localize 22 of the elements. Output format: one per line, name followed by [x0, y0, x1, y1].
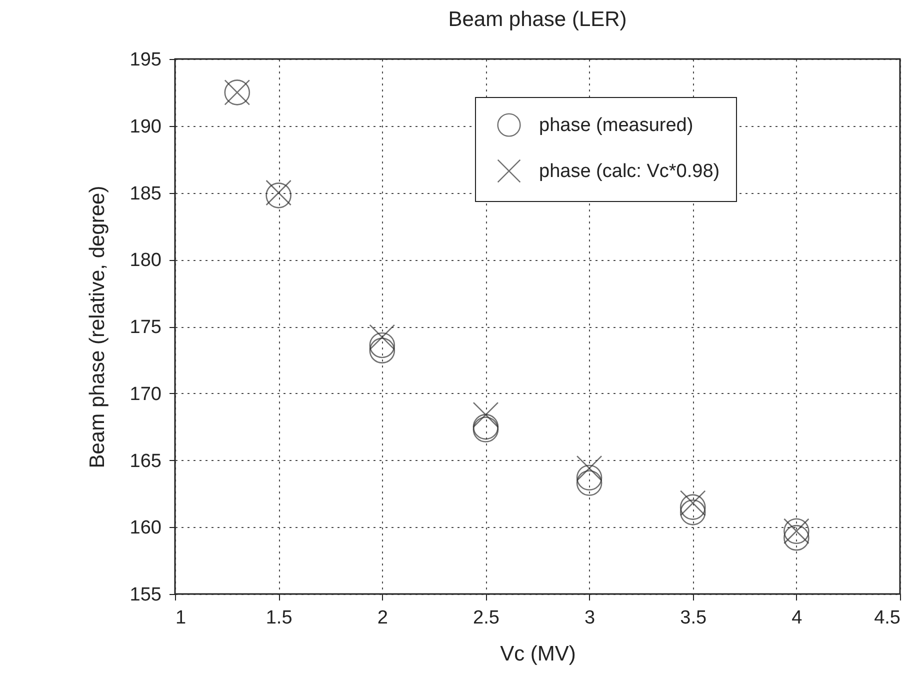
- x-tick-label: 1: [176, 608, 186, 628]
- y-tick-label: 165: [130, 450, 162, 472]
- x-axis-title: Vc (MV): [500, 642, 576, 666]
- y-axis-title: Beam phase (relative, degree): [86, 186, 109, 468]
- legend-label: phase (calc: Vc*0.98): [539, 161, 720, 182]
- y-tick-label: 175: [130, 317, 162, 338]
- legend-label: phase (measured): [539, 115, 694, 136]
- y-tick-label: 185: [130, 183, 162, 204]
- y-tick-label: 190: [130, 116, 162, 138]
- x-tick-label: 2.5: [473, 608, 500, 628]
- x-tick-label: 2: [377, 608, 388, 628]
- x-tick-label: 3.5: [680, 608, 707, 628]
- y-tick-label: 155: [130, 584, 162, 606]
- y-tick-label: 170: [130, 384, 162, 405]
- chart-title: Beam phase (LER): [448, 8, 627, 31]
- x-tick-label: 4.5: [874, 608, 900, 628]
- x-tick-label: 1.5: [266, 608, 292, 628]
- y-tick-label: 195: [130, 50, 162, 70]
- x-tick-label: 4: [792, 608, 803, 628]
- y-tick-label: 160: [130, 518, 162, 539]
- y-tick-label: 180: [130, 250, 162, 272]
- x-tick-label: 3: [584, 608, 596, 628]
